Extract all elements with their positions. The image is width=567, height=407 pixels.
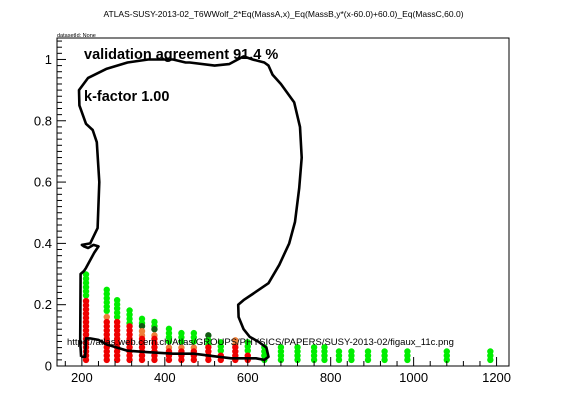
data-point	[364, 348, 372, 355]
x-tick-label: 1000	[399, 370, 428, 385]
y-tick-label: 0.8	[34, 113, 52, 128]
x-tick-label: 800	[320, 370, 342, 385]
point-column	[126, 307, 133, 364]
point-column	[138, 315, 146, 364]
x-tick-label: 200	[71, 370, 93, 385]
data-point	[165, 325, 173, 333]
data-point	[82, 271, 90, 278]
dataset-label: datasetId: None	[57, 33, 96, 39]
point-column	[335, 348, 343, 364]
data-point	[335, 348, 343, 355]
axes: 200 400 600 800 1000 1200 0 0.2 0.4 0.6 0.8 1	[34, 40, 511, 385]
point-column	[113, 296, 121, 364]
data-point	[151, 318, 158, 326]
y-tick-label: 0	[45, 359, 52, 374]
data-point	[232, 344, 239, 351]
point-column	[321, 344, 328, 364]
point-column	[381, 348, 388, 364]
data-points	[82, 271, 494, 364]
data-point	[151, 326, 158, 333]
y-tick-label: 0.4	[34, 236, 52, 251]
data-point	[103, 313, 110, 321]
data-point	[244, 339, 251, 346]
y-tick-label: 1	[45, 52, 52, 67]
plot-frame	[56, 37, 510, 367]
point-column	[348, 348, 355, 364]
data-point	[348, 348, 355, 355]
data-point	[205, 332, 212, 339]
kfactor-annotation: k-factor 1.00	[84, 89, 169, 105]
point-column	[443, 348, 450, 364]
data-point	[103, 286, 110, 294]
point-column	[103, 286, 110, 364]
point-column	[205, 332, 212, 364]
x-tick-label: 600	[237, 370, 259, 385]
data-point	[443, 348, 450, 355]
y-tick-label: 0.6	[34, 175, 52, 190]
data-point	[126, 323, 133, 330]
agreement-annotation: validation agreement 91.4 %	[84, 47, 278, 63]
data-point	[178, 329, 185, 337]
data-point	[138, 335, 146, 343]
data-point	[217, 339, 224, 346]
data-point	[126, 307, 133, 314]
data-point	[404, 348, 411, 355]
point-column	[82, 271, 90, 364]
x-tick-label: 400	[154, 370, 176, 385]
data-point	[138, 322, 146, 330]
point-column	[364, 348, 372, 364]
data-point	[487, 348, 494, 355]
point-column	[277, 344, 285, 364]
data-point	[82, 297, 90, 305]
data-point	[205, 337, 212, 344]
data-point	[232, 337, 239, 344]
data-point	[310, 344, 318, 351]
data-point	[190, 329, 198, 337]
point-column	[404, 348, 411, 364]
point-column	[294, 344, 301, 364]
data-point	[113, 318, 121, 326]
x-tick-label: 1200	[482, 370, 511, 385]
point-column	[151, 318, 158, 364]
data-point	[138, 315, 146, 323]
chart-title: ATLAS-SUSY-2013-02_T6WWolf_2*Eq(MassA,x)…	[103, 9, 463, 19]
point-column	[310, 344, 318, 364]
y-tick-label: 0.2	[34, 297, 52, 312]
data-point	[321, 344, 328, 351]
data-point	[113, 296, 121, 304]
data-point	[381, 348, 388, 355]
exclusion-contour	[77, 55, 303, 362]
data-point	[277, 344, 285, 351]
data-point	[151, 335, 158, 343]
data-point	[294, 344, 301, 351]
contour-line	[77, 55, 303, 362]
data-point	[103, 318, 110, 326]
point-column	[487, 348, 494, 364]
point-column	[232, 337, 239, 364]
data-point	[138, 327, 146, 335]
data-point	[205, 344, 212, 351]
source-url-annotation: https://atlas.web.cern.ch/Atlas/GROUPS/P…	[67, 337, 454, 348]
